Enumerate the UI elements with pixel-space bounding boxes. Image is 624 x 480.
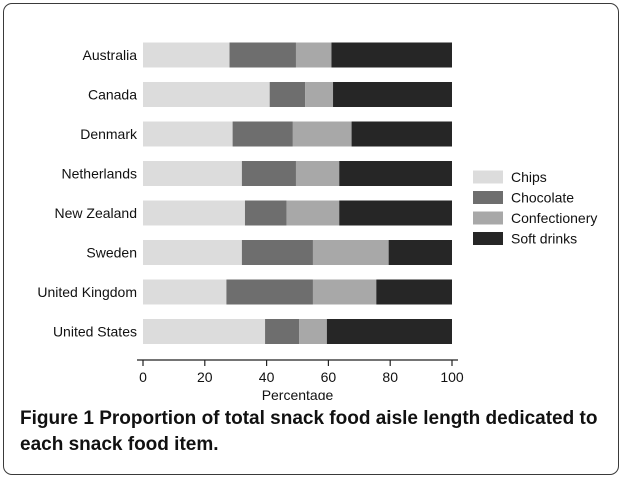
- bar-chips-australia: [143, 42, 230, 68]
- bar-chips-new-zealand: [143, 200, 245, 226]
- bar-chips-united-kingdom: [143, 279, 227, 305]
- category-label: Denmark: [80, 126, 138, 142]
- bar-confectionery-denmark: [292, 121, 352, 147]
- x-tick-label: 40: [259, 369, 275, 385]
- bar-chocolate-sweden: [241, 240, 313, 265]
- x-tick-label: 100: [440, 369, 464, 385]
- bar-chocolate-denmark: [232, 121, 293, 147]
- bar-soft-drinks-sweden: [388, 240, 452, 265]
- legend-swatch-chocolate: [473, 191, 503, 204]
- bar-soft-drinks-united-kingdom: [376, 279, 452, 305]
- category-label: Netherlands: [62, 166, 138, 182]
- bar-chocolate-australia: [229, 42, 296, 68]
- legend-label: Chocolate: [511, 190, 574, 206]
- bars-layer: [143, 42, 452, 344]
- bar-confectionery-united-states: [299, 319, 327, 344]
- x-axis: 0 20 40 60 80 100 Percentage: [137, 359, 464, 400]
- legend-swatch-confectionery: [473, 211, 503, 225]
- legend-swatch-chips: [473, 170, 503, 184]
- bar-soft-drinks-denmark: [351, 121, 452, 147]
- bar-confectionery-netherlands: [295, 161, 340, 186]
- category-label: United States: [53, 324, 137, 340]
- legend: Chips Chocolate Confectionery Soft drinks: [473, 169, 597, 247]
- bar-chips-denmark: [143, 121, 233, 147]
- bar-confectionery-sweden: [312, 240, 389, 265]
- category-label: United Kingdom: [37, 284, 137, 300]
- bar-soft-drinks-netherlands: [339, 161, 452, 186]
- caption-text: Proportion of total snack food aisle len…: [20, 408, 598, 455]
- category-label: Australia: [83, 47, 138, 63]
- x-tick-label: 0: [139, 369, 147, 385]
- bar-chips-netherlands: [143, 161, 242, 186]
- caption-label: Figure 1: [20, 408, 94, 429]
- x-tick-label: 80: [382, 369, 398, 385]
- bar-chocolate-canada: [269, 82, 306, 107]
- bar-chocolate-new-zealand: [244, 200, 287, 226]
- bar-chocolate-united-states: [265, 319, 300, 344]
- bar-soft-drinks-canada: [333, 82, 452, 107]
- bar-soft-drinks-new-zealand: [339, 200, 452, 226]
- bar-chocolate-united-kingdom: [226, 279, 313, 305]
- bar-chips-united-states: [143, 319, 266, 344]
- bar-confectionery-canada: [305, 82, 334, 107]
- category-labels: Australia Canada Denmark Netherlands New Zea…: [37, 47, 138, 340]
- figure-frame: [3, 3, 619, 475]
- stacked-bar-chart: Australia Canada Denmark Netherlands New Zea…: [37, 42, 597, 400]
- category-label: Canada: [88, 87, 137, 103]
- bar-soft-drinks-australia: [331, 42, 452, 68]
- category-label: Sweden: [86, 245, 137, 261]
- legend-label: Soft drinks: [511, 231, 577, 247]
- bar-soft-drinks-united-states: [326, 319, 452, 344]
- legend-label: Confectionery: [511, 210, 597, 226]
- bar-chocolate-netherlands: [241, 161, 296, 186]
- x-tick-label: 60: [321, 369, 337, 385]
- category-label: New Zealand: [55, 205, 138, 221]
- figure-caption: Figure 1 Proportion of total snack food …: [20, 406, 610, 458]
- bar-confectionery-australia: [295, 42, 332, 68]
- legend-label: Chips: [511, 169, 547, 185]
- bar-confectionery-new-zealand: [286, 200, 340, 226]
- bar-chips-canada: [143, 82, 270, 107]
- x-axis-label: Percentage: [262, 387, 334, 400]
- bar-chips-sweden: [143, 240, 242, 265]
- bar-confectionery-united-kingdom: [312, 279, 377, 305]
- x-tick-label: 20: [197, 369, 213, 385]
- legend-swatch-soft-drinks: [473, 232, 503, 245]
